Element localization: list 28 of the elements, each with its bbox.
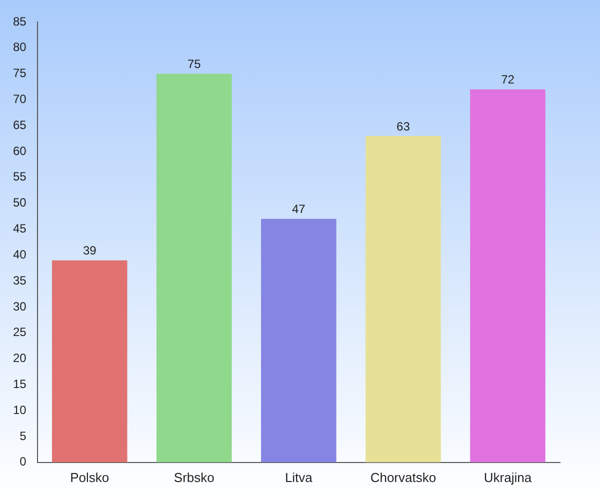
y-tick-label: 50 (12, 196, 27, 210)
data-label: 72 (501, 72, 515, 87)
y-tick-label: 75 (12, 66, 27, 80)
y-tick-label: 20 (12, 351, 27, 366)
y-tick-label: 5 (20, 428, 27, 443)
data-label: 39 (82, 244, 97, 258)
data-label: 63 (396, 119, 410, 134)
data-label: 47 (292, 202, 306, 216)
y-tick-label: 0 (20, 454, 27, 469)
x-tick-label: Srbsko (174, 470, 214, 485)
y-tick-label: 10 (12, 402, 27, 417)
y-tick-label: 65 (12, 118, 27, 132)
x-tick-label: Polsko (70, 470, 110, 485)
data-label: 75 (187, 57, 202, 72)
y-tick-label: 70 (12, 92, 27, 106)
x-tick-label: Ukrajina (484, 470, 532, 485)
y-tick-label: 55 (12, 170, 27, 184)
y-tick-label: 40 (12, 247, 27, 262)
x-tick-label: Litva (284, 470, 314, 485)
y-tick-label: 35 (12, 273, 27, 288)
y-tick-label: 80 (12, 40, 27, 54)
y-tick-label: 60 (12, 144, 27, 158)
y-tick-label: 85 (12, 14, 27, 28)
y-tick-label: 25 (12, 325, 27, 340)
y-tick-label: 45 (12, 222, 27, 236)
y-tick-label: 15 (12, 376, 27, 391)
x-tick-label: Chorvatsko (370, 470, 436, 485)
y-tick-label: 30 (12, 299, 27, 314)
